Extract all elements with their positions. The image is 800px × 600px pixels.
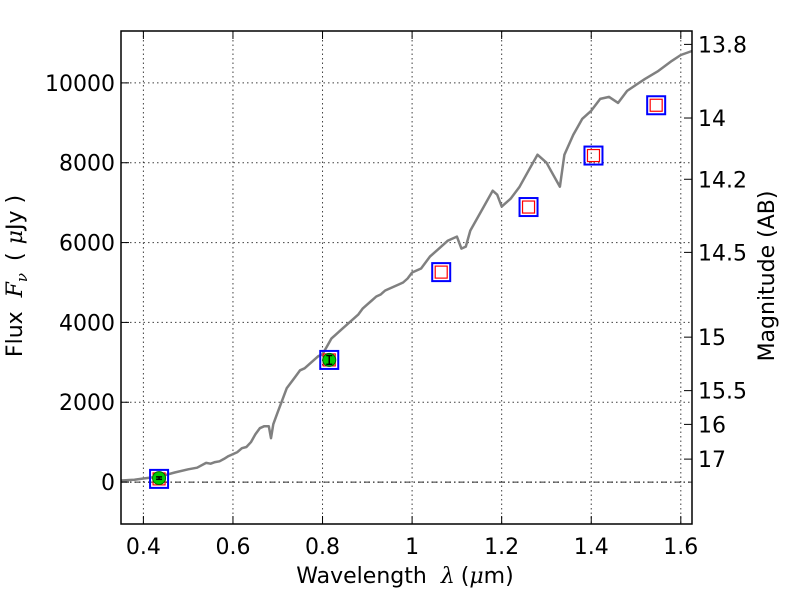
photometry-square-marker: [646, 95, 667, 116]
grid: [121, 31, 692, 524]
y-axis-label: FluxFν(μJy ): [3, 195, 31, 357]
mag-tick-label: 13.8: [698, 33, 747, 58]
y-tick-label: 4000: [59, 311, 115, 336]
plot-frame: [120, 30, 693, 525]
mag-tick-label: 15.5: [698, 380, 747, 405]
x-tick-label: 1.2: [484, 535, 519, 560]
x-tick-label: 1: [405, 535, 419, 560]
y-tick-label: 0: [101, 471, 115, 496]
mag-tick-label: 14.5: [698, 241, 747, 266]
x-tick-label: 0.8: [305, 535, 340, 560]
y-tick-label: 8000: [59, 152, 115, 177]
y2-axis-title: Magnitude (AB): [755, 191, 780, 362]
photometry-square-marker: [431, 262, 452, 283]
marker-outer-square: [431, 262, 452, 283]
marker-inner-square: [434, 265, 448, 279]
photometry-square-marker: [583, 145, 604, 166]
x-tick-label: 1.4: [574, 535, 609, 560]
marker-outer-square: [149, 468, 170, 489]
mag-tick-label: 15: [698, 326, 726, 351]
data-series: [120, 49, 693, 489]
marker-outer-square: [518, 197, 539, 218]
mag-tick-label: 16: [698, 413, 726, 438]
y-tick-label: 2000: [59, 391, 115, 416]
x-axis-title: Wavelength λ (μm): [296, 564, 513, 589]
y-tick-label: 10000: [45, 72, 115, 97]
x-axis-label: Wavelength λ (μm): [296, 564, 513, 589]
marker-outer-square: [319, 349, 340, 370]
photometry-green-point: [322, 352, 337, 367]
mag-tick-label: 17: [698, 448, 726, 473]
marker-outer-square: [583, 145, 604, 166]
x-tick-label: 0.6: [215, 535, 250, 560]
magnitude-axis-label: Magnitude (AB): [755, 191, 780, 362]
y-tick-label: 6000: [59, 232, 115, 257]
mag-tick-label: 14.2: [698, 168, 747, 193]
x-tick-label: 1.6: [663, 535, 698, 560]
spectrum-line: [120, 49, 693, 482]
marker-inner-square: [649, 98, 663, 112]
marker-inner-square: [586, 148, 601, 163]
y-axis-title: FluxFν(μJy ): [3, 195, 31, 357]
axis-ticks: 0.4 0.6 0.8 1 1.2 1.4 1.6 0 2000 4000 6000 8000 1000…: [45, 31, 747, 560]
x-tick-label: 0.4: [126, 535, 161, 560]
photometry-square-marker: [518, 197, 539, 218]
mag-tick-label: 14: [698, 107, 726, 132]
photometry-green-point: [152, 471, 167, 486]
marker-outer-square: [646, 95, 667, 116]
marker-inner-square: [521, 200, 536, 214]
